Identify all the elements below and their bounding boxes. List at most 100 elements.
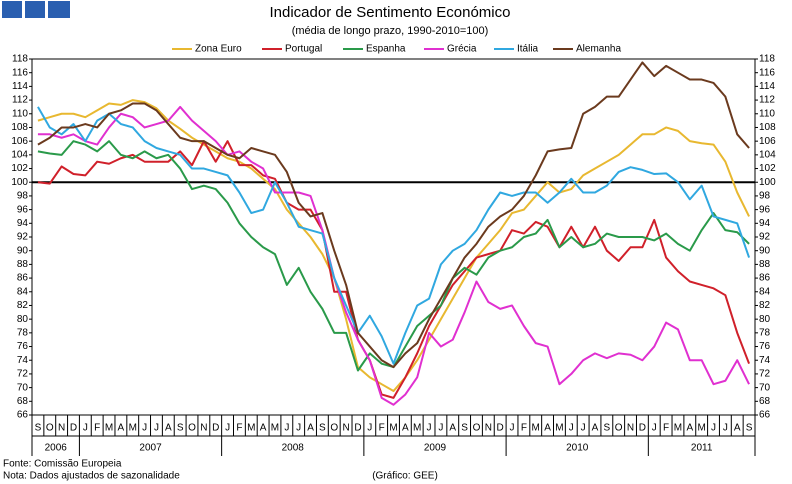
y2-tick-label: 74 [759,355,771,366]
x-tick-label: F [521,423,527,434]
x-tick-label: J [652,423,657,434]
y-tick-label: 96 [17,204,29,215]
x-tick-label: A [734,423,741,434]
x-tick-label: D [497,423,504,434]
x-tick-label: J [142,423,147,434]
x-tick-label: N [485,423,492,434]
y-tick-label: 78 [17,327,29,338]
chart-subtitle: (média de longo prazo, 1990-2010=100) [292,25,489,37]
y-tick-label: 104 [11,149,28,160]
x-tick-label: D [212,423,219,434]
x-tick-label: S [177,423,184,434]
y-tick-label: 66 [17,410,29,421]
y-tick-label: 92 [17,232,29,243]
y-tick-label: 74 [17,355,29,366]
x-tick-label: S [461,423,468,434]
legend-label: Espanha [366,44,406,55]
y2-tick-label: 70 [759,382,771,393]
source: Fonte: Comissão Europeia [3,459,122,470]
y-tick-label: 102 [11,163,28,174]
x-tick-label: J [510,423,515,434]
x-tick-label: S [319,423,326,434]
x-tick-label: N [627,423,634,434]
y2-tick-label: 104 [759,149,776,160]
y-tick-label: 90 [17,245,29,256]
chart-title: Indicador de Sentimento Económico [270,4,511,21]
x-tick-label: M [105,423,113,434]
x-tick-label: A [260,423,267,434]
x-tick-label: A [449,423,456,434]
y2-tick-label: 76 [759,341,771,352]
x-tick-label: M [271,423,279,434]
x-tick-label: J [723,423,728,434]
y2-tick-label: 92 [759,232,771,243]
y-tick-label: 98 [17,191,29,202]
credit: (Gráfico: GEE) [372,471,438,482]
x-tick-label: N [58,423,65,434]
x-tick-label: J [296,423,301,434]
y-tick-label: 108 [11,122,28,133]
x-tick-label: D [354,423,361,434]
y-tick-label: 100 [11,177,28,188]
logo-square [2,1,22,18]
x-tick-label: J [427,423,432,434]
x-tick-label: M [129,423,137,434]
y2-tick-label: 98 [759,191,771,202]
x-tick-label: J [581,423,586,434]
y2-tick-label: 112 [759,95,775,106]
legend-label: Portugal [285,44,322,55]
x-tick-label: F [379,423,385,434]
x-tick-label: J [367,423,372,434]
x-tick-label: J [438,423,443,434]
legend-label: Alemanha [576,44,621,55]
x-tick-label: M [555,423,563,434]
y2-tick-label: 94 [759,218,771,229]
y2-tick-label: 72 [759,369,771,380]
y-tick-label: 86 [17,273,29,284]
y2-tick-label: 86 [759,273,771,284]
y-tick-label: 80 [17,314,29,325]
x-tick-label: N [342,423,349,434]
y2-tick-label: 88 [759,259,771,270]
y-tick-label: 82 [17,300,29,311]
y-tick-label: 68 [17,396,29,407]
y2-tick-label: 90 [759,245,771,256]
x-tick-label: J [569,423,574,434]
logo-square [25,1,45,18]
x-tick-label: F [663,423,669,434]
legend-label: Grécia [447,44,477,55]
x-tick-label: A [118,423,125,434]
x-tick-label: F [236,423,242,434]
year-label: 2011 [691,443,713,454]
y-tick-label: 94 [17,218,29,229]
series-line [37,106,751,365]
y-tick-label: 112 [12,95,28,106]
y-tick-label: 118 [12,54,28,65]
x-tick-label: O [615,423,623,434]
x-tick-label: A [592,423,599,434]
x-tick-label: M [247,423,255,434]
y-tick-label: 72 [17,369,29,380]
y2-tick-label: 78 [759,327,771,338]
y2-tick-label: 82 [759,300,771,311]
series-line [37,99,750,393]
y-tick-label: 88 [17,259,29,270]
y-tick-label: 116 [12,67,28,78]
y2-tick-label: 106 [759,136,776,147]
series-line [37,61,750,369]
x-tick-label: N [200,423,207,434]
plot-frame [31,58,756,416]
x-tick-label: J [284,423,289,434]
x-tick-label: M [532,423,540,434]
year-label: 2007 [139,443,162,454]
series-line [37,140,751,399]
y2-tick-label: 84 [759,286,771,297]
year-label: 2009 [424,443,447,454]
x-tick-label: J [711,423,716,434]
y2-tick-label: 80 [759,314,771,325]
y-tick-label: 114 [12,81,28,92]
x-tick-label: A [402,423,409,434]
x-tick-label: M [389,423,397,434]
